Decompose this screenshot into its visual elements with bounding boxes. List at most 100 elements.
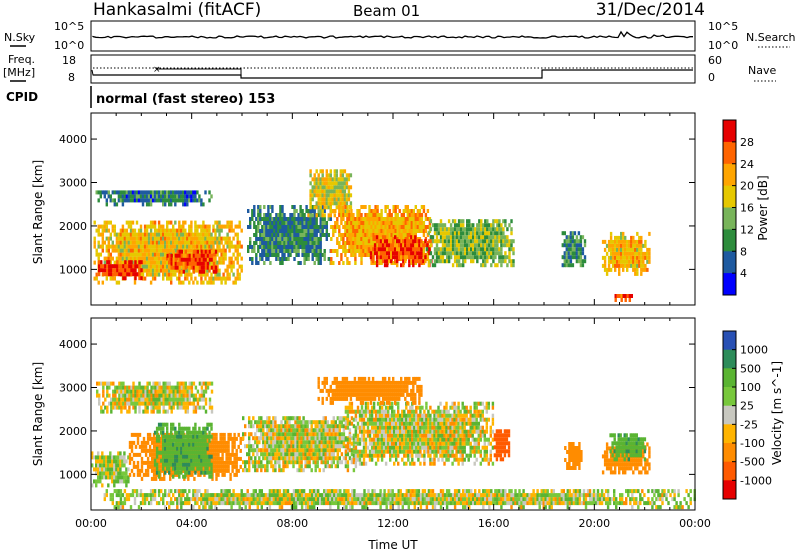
- heatmap-cell: [256, 468, 259, 473]
- heatmap-cell: [429, 259, 433, 264]
- heatmap-cell: [204, 426, 207, 431]
- heatmap-cell: [372, 225, 375, 229]
- heatmap-cell: [204, 442, 207, 447]
- heatmap-cell: [258, 440, 261, 445]
- heatmap-cell: [244, 464, 247, 469]
- heatmap-cell: [144, 472, 148, 477]
- heatmap-cell: [375, 247, 379, 252]
- heatmap-cell: [406, 247, 409, 252]
- heatmap-cell: [315, 233, 318, 237]
- heatmap-cell: [224, 252, 227, 257]
- heatmap-cell: [176, 393, 180, 398]
- heatmap-cell: [148, 401, 151, 406]
- heatmap-cell: [218, 228, 221, 233]
- heatmap-cell: [348, 237, 351, 241]
- heatmap-cell: [313, 225, 316, 229]
- heatmap-cell: [113, 455, 116, 460]
- heatmap-cell: [131, 256, 135, 261]
- heatmap-cell: [410, 251, 413, 256]
- heatmap-cell: [368, 237, 371, 241]
- heatmap-cell: [140, 397, 143, 402]
- heatmap-cell: [133, 194, 137, 199]
- heatmap-cell: [291, 249, 294, 253]
- heatmap-cell: [510, 243, 513, 248]
- heatmap-cell: [109, 276, 113, 281]
- heatmap-cell: [124, 401, 127, 406]
- heatmap-cell: [304, 448, 307, 453]
- heatmap-cell: [350, 213, 353, 217]
- heatmap-cell: [577, 251, 581, 256]
- heatmap-cell: [364, 221, 367, 225]
- heatmap-cell: [445, 243, 449, 248]
- heatmap-cell: [418, 213, 422, 217]
- heatmap-cell: [172, 442, 175, 447]
- heatmap-cell: [210, 236, 213, 241]
- heatmap-cell: [368, 229, 371, 233]
- heatmap-cell: [263, 245, 266, 249]
- heatmap-cell: [284, 420, 287, 425]
- heatmap-cell: [282, 456, 285, 461]
- heatmap-cell: [420, 229, 424, 233]
- heatmap-cell: [480, 251, 483, 256]
- colorbar-tick-label: 24: [740, 158, 754, 171]
- heatmap-cell: [372, 245, 375, 249]
- heatmap-cell: [144, 397, 147, 402]
- heatmap-cell: [147, 272, 151, 277]
- heatmap-cell: [379, 243, 383, 248]
- heatmap-cell: [321, 185, 324, 190]
- heatmap-cell: [99, 459, 102, 464]
- heatmap-cell: [282, 468, 285, 473]
- heatmap-cell: [455, 223, 459, 228]
- heatmap-cell: [321, 221, 324, 225]
- heatmap-cell: [277, 233, 280, 237]
- heatmap-cell: [422, 257, 426, 261]
- heatmap-cell: [176, 462, 179, 467]
- heatmap-cell: [107, 228, 111, 233]
- heatmap-cell: [172, 389, 175, 394]
- heatmap-cell: [242, 416, 245, 421]
- heatmap-cell: [160, 264, 163, 269]
- heatmap-cell: [127, 256, 131, 261]
- heatmap-cell: [160, 430, 163, 435]
- heatmap-cell: [376, 213, 379, 217]
- heatmap-cell: [300, 468, 303, 473]
- heatmap-cell: [204, 385, 208, 390]
- heatmap-cell: [160, 426, 163, 431]
- heatmap-cell: [131, 236, 135, 241]
- heatmap-cell: [166, 244, 169, 249]
- colorbar-segment: [723, 273, 736, 296]
- heatmap-cell: [101, 459, 104, 464]
- heatmap-cell: [153, 458, 157, 463]
- heatmap-cell: [172, 462, 175, 467]
- heatmap-cell: [96, 393, 99, 398]
- heatmap-cell: [275, 253, 278, 257]
- heatmap-cell: [216, 264, 219, 269]
- heatmap-cell: [433, 227, 437, 232]
- heatmap-cell: [206, 458, 209, 463]
- heatmap-cell: [154, 381, 157, 386]
- heatmap-cell: [219, 460, 222, 465]
- heatmap-cell: [122, 385, 125, 390]
- heatmap-cell: [221, 460, 224, 465]
- heatmap-cell: [313, 221, 316, 225]
- heatmap-cell: [103, 220, 107, 225]
- heatmap-cell: [229, 460, 232, 465]
- heatmap-cell: [484, 235, 487, 240]
- heatmap-cell: [126, 409, 129, 414]
- heatmap-cell: [198, 381, 202, 386]
- heatmap-cell: [388, 243, 391, 248]
- heatmap-cell: [180, 224, 183, 229]
- heatmap-cell: [98, 397, 101, 402]
- heatmap-cell: [309, 221, 312, 225]
- heatmap-cell: [196, 458, 199, 463]
- heatmap-cell: [103, 240, 107, 245]
- heatmap-cell: [176, 458, 179, 463]
- heatmap-cell: [256, 420, 259, 425]
- heatmap-cell: [136, 468, 140, 473]
- heatmap-cell: [143, 236, 147, 241]
- heatmap-cell: [208, 257, 212, 262]
- heatmap-cell: [182, 442, 185, 447]
- heatmap-cell: [498, 219, 501, 224]
- heatmap-cell: [106, 409, 109, 414]
- heatmap-cell: [301, 233, 304, 237]
